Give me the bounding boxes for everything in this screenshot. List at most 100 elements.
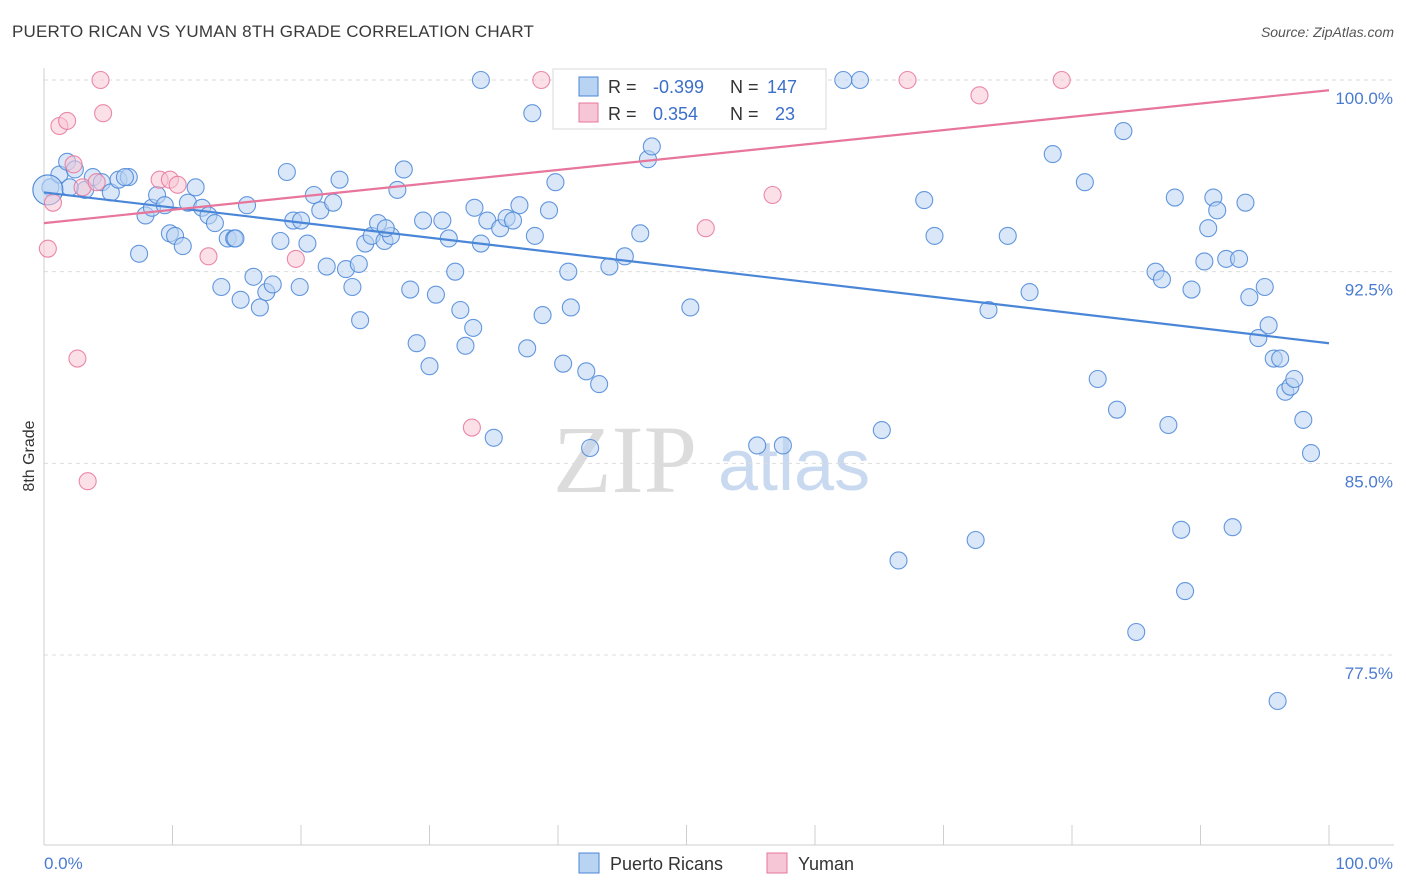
yuman-point xyxy=(898,70,917,90)
puerto-ricans-point xyxy=(1240,288,1259,307)
stats-r-label-2: R = xyxy=(608,104,637,124)
puerto-ricans-point xyxy=(915,191,934,210)
puerto-ricans-point xyxy=(349,254,368,274)
puerto-ricans-points xyxy=(32,70,1321,711)
puerto-ricans-point xyxy=(523,104,542,123)
puerto-ricans-point xyxy=(471,70,490,90)
yuman-point xyxy=(58,111,77,130)
yuman-point xyxy=(970,86,989,105)
puerto-ricans-point xyxy=(263,275,282,294)
puerto-ricans-point xyxy=(998,226,1017,245)
yuman-point xyxy=(532,70,551,90)
puerto-ricans-point xyxy=(1268,691,1287,711)
puerto-ricans-point xyxy=(277,162,296,182)
watermark-zip: ZIP xyxy=(553,406,697,513)
puerto-ricans-point xyxy=(1223,518,1242,537)
puerto-ricans-point xyxy=(446,262,465,281)
puerto-ricans-point xyxy=(1182,280,1201,299)
puerto-ricans-point xyxy=(205,214,224,233)
puerto-ricans-point xyxy=(186,178,205,197)
puerto-ricans-point xyxy=(773,436,792,455)
bottom-legend: Puerto Ricans Yuman xyxy=(578,852,854,874)
puerto-ricans-point xyxy=(1165,188,1184,207)
puerto-ricans-point xyxy=(451,300,470,320)
puerto-ricans-point xyxy=(324,193,343,212)
puerto-ricans-point xyxy=(433,211,452,230)
puerto-ricans-point xyxy=(590,375,609,394)
puerto-ricans-point xyxy=(343,277,362,297)
yuman-point xyxy=(94,104,113,123)
y-tick-label: 85.0% xyxy=(1345,472,1393,491)
puerto-ricans-point xyxy=(244,267,263,286)
puerto-ricans-point xyxy=(600,257,619,276)
puerto-ricans-point xyxy=(577,362,596,381)
stats-n-label-2: N = xyxy=(730,104,759,124)
yuman-point xyxy=(286,249,305,268)
yuman-point xyxy=(38,239,57,258)
puerto-ricans-point xyxy=(173,237,192,256)
puerto-ricans-point xyxy=(554,354,573,373)
puerto-ricans-point xyxy=(231,290,250,309)
stats-swatch-blue xyxy=(578,76,599,97)
puerto-ricans-point xyxy=(464,318,483,337)
puerto-ricans-point xyxy=(291,211,311,230)
puerto-ricans-point xyxy=(561,298,580,317)
puerto-ricans-point xyxy=(1285,369,1304,389)
puerto-ricans-point xyxy=(1301,444,1321,463)
stats-r-label-1: R = xyxy=(608,77,637,97)
puerto-ricans-point xyxy=(226,229,245,248)
puerto-ricans-point xyxy=(317,257,336,276)
puerto-ricans-point xyxy=(420,357,439,376)
yuman-point xyxy=(696,219,715,238)
stats-n-label-1: N = xyxy=(730,77,759,97)
legend-label-yuman: Yuman xyxy=(798,854,854,874)
puerto-ricans-point xyxy=(533,306,552,325)
puerto-ricans-point xyxy=(1208,201,1227,220)
yuman-point xyxy=(168,175,187,194)
puerto-ricans-point xyxy=(1195,252,1214,271)
puerto-ricans-point xyxy=(1075,173,1094,192)
puerto-ricans-point xyxy=(631,224,650,243)
puerto-ricans-point xyxy=(1236,193,1255,212)
legend-label-puerto-ricans: Puerto Ricans xyxy=(610,854,723,874)
puerto-ricans-point xyxy=(484,428,503,447)
puerto-ricans-point xyxy=(250,298,269,317)
puerto-ricans-point xyxy=(966,530,985,550)
puerto-ricans-point xyxy=(237,196,257,215)
puerto-ricans-point xyxy=(426,285,445,304)
puerto-ricans-point xyxy=(1172,520,1191,539)
puerto-ricans-point xyxy=(1107,400,1127,419)
yuman-trend-line xyxy=(43,89,1330,225)
puerto-ricans-point xyxy=(1255,277,1274,297)
y-tick-label: 77.5% xyxy=(1345,664,1393,683)
puerto-ricans-point xyxy=(1199,219,1218,238)
puerto-ricans-point xyxy=(298,234,317,253)
yuman-point xyxy=(78,472,97,491)
puerto-ricans-point xyxy=(465,198,484,217)
trend-lines xyxy=(43,89,1330,345)
puerto-ricans-point xyxy=(401,280,420,299)
y-axis-label: 8th Grade xyxy=(21,420,38,491)
puerto-ricans-point xyxy=(979,300,998,320)
puerto-ricans-point xyxy=(642,137,661,156)
puerto-ricans-point xyxy=(1043,145,1062,164)
legend-swatch-yuman xyxy=(766,852,788,874)
source-label: Source: ZipAtlas.com xyxy=(1260,24,1394,40)
puerto-ricans-point xyxy=(212,277,231,297)
puerto-ricans-point xyxy=(681,298,700,317)
yuman-point xyxy=(199,247,218,266)
puerto-ricans-point xyxy=(351,311,370,330)
yuman-point xyxy=(68,349,87,368)
puerto-ricans-point xyxy=(1176,582,1195,601)
puerto-ricans-point xyxy=(130,244,149,263)
puerto-ricans-point xyxy=(546,173,565,192)
puerto-ricans-point xyxy=(889,551,908,570)
y-tick-labels: 100.0% 92.5% 85.0% 77.5% xyxy=(1335,89,1393,683)
yuman-points xyxy=(38,70,1071,491)
puerto-ricans-point xyxy=(388,180,407,199)
yuman-point xyxy=(43,193,63,212)
watermark-atlas: atlas xyxy=(718,426,870,506)
chart-title: PUERTO RICAN VS YUMAN 8TH GRADE CORRELAT… xyxy=(12,22,535,41)
yuman-point xyxy=(462,418,481,437)
yuman-point xyxy=(763,185,782,205)
